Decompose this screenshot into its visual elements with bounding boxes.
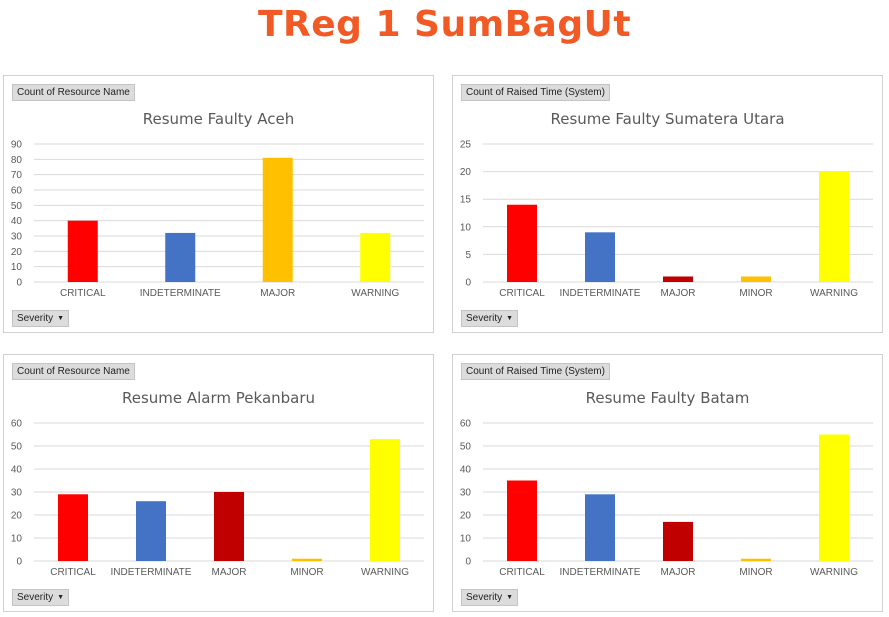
severity-filter-button[interactable]: Severity ▼ — [12, 589, 70, 606]
filter-label: Severity — [466, 592, 503, 603]
bar-major — [663, 521, 693, 561]
y-tick-label: 50 — [460, 442, 472, 453]
chart-panel-aceh: Count of Resource Name Resume Faulty Ace… — [3, 75, 434, 333]
severity-filter-button[interactable]: Severity ▼ — [12, 310, 70, 327]
chart-title: Resume Faulty Batam — [585, 389, 750, 407]
dropdown-arrow-icon: ▼ — [506, 594, 514, 601]
bar-minor — [741, 276, 771, 282]
y-tick-label: 30 — [11, 232, 23, 243]
y-tick-label: 90 — [11, 140, 23, 151]
value-field-button[interactable]: Count of Raised Time (System) — [461, 84, 610, 101]
x-category-label: WARNING — [810, 288, 858, 299]
y-tick-label: 60 — [11, 419, 23, 430]
bar-major — [262, 157, 293, 282]
bar-indeterminate — [585, 232, 615, 282]
bar-indeterminate — [136, 501, 166, 561]
bar-critical — [58, 494, 88, 561]
x-category-label: CRITICAL — [499, 288, 545, 299]
chart-panel-sumatera-utara: Count of Raised Time (System) Resume Fau… — [452, 75, 883, 333]
bar-chart: 0 10 20 30 40 50 60 CRITICAL INDETERMINATE MAJOR M… — [460, 419, 873, 578]
y-tick-label: 60 — [11, 186, 23, 197]
y-tick-label: 0 — [16, 278, 22, 289]
chart-title: Resume Faulty Aceh — [142, 110, 295, 128]
y-tick-label: 20 — [11, 247, 23, 258]
x-category-label: INDETERMINATE — [560, 567, 641, 578]
x-category-label: INDETERMINATE — [140, 288, 221, 299]
bar-critical — [67, 220, 98, 282]
y-tick-label: 10 — [11, 534, 23, 545]
bar-critical — [507, 204, 537, 282]
bar-indeterminate — [165, 232, 196, 282]
severity-filter-button[interactable]: Severity ▼ — [461, 310, 519, 327]
x-category-label: CRITICAL — [499, 567, 545, 578]
chart-title: Resume Alarm Pekanbaru — [121, 389, 316, 407]
y-tick-label: 40 — [11, 216, 23, 227]
bar-critical — [507, 480, 537, 561]
y-tick-label: 60 — [460, 419, 472, 430]
y-tick-label: 0 — [465, 557, 471, 568]
y-tick-label: 70 — [11, 170, 23, 181]
y-tick-label: 15 — [460, 195, 472, 206]
y-tick-label: 0 — [16, 557, 22, 568]
y-tick-label: 20 — [460, 511, 472, 522]
y-tick-label: 80 — [11, 155, 23, 166]
x-category-label: MAJOR — [260, 288, 295, 299]
y-tick-label: 0 — [465, 278, 471, 289]
x-category-label: WARNING — [810, 567, 858, 578]
y-tick-label: 50 — [11, 201, 23, 212]
x-category-label: MAJOR — [661, 288, 696, 299]
filter-label: Severity — [466, 313, 503, 324]
bar-major — [214, 492, 244, 561]
x-category-label: MAJOR — [661, 567, 696, 578]
page-title: TReg 1 SumBagUt — [257, 4, 632, 45]
y-tick-label: 10 — [460, 534, 472, 545]
bar-minor — [292, 558, 322, 561]
x-category-label: MINOR — [739, 567, 772, 578]
bar-minor — [741, 558, 771, 561]
bar-warning — [360, 232, 391, 282]
x-category-label: INDETERMINATE — [560, 288, 641, 299]
chart-title: Resume Faulty Sumatera Utara — [550, 110, 785, 128]
value-field-button[interactable]: Count of Resource Name — [12, 363, 135, 380]
y-tick-label: 10 — [11, 262, 23, 273]
bar-warning — [819, 434, 849, 561]
y-tick-label: 20 — [11, 511, 23, 522]
bar-chart: 0 5 10 15 20 25 CRITICAL INDETERMINATE MAJOR MINO… — [460, 140, 873, 299]
x-category-label: MINOR — [739, 288, 772, 299]
y-tick-label: 40 — [11, 465, 23, 476]
bar-warning — [370, 439, 400, 561]
x-category-label: MINOR — [290, 567, 323, 578]
filter-label: Severity — [17, 313, 54, 324]
x-category-label: WARNING — [351, 288, 399, 299]
y-tick-label: 30 — [460, 488, 472, 499]
bar-warning — [819, 171, 849, 282]
value-field-button[interactable]: Count of Raised Time (System) — [461, 363, 610, 380]
y-tick-label: 20 — [460, 167, 472, 178]
severity-filter-button[interactable]: Severity ▼ — [461, 589, 519, 606]
bar-chart: 0 10 20 30 40 50 60 70 80 90 CRITICAL INDETERMINATE… — [11, 140, 424, 299]
y-tick-label: 40 — [460, 465, 472, 476]
y-tick-label: 30 — [11, 488, 23, 499]
x-category-label: INDETERMINATE — [111, 567, 192, 578]
value-field-button[interactable]: Count of Resource Name — [12, 84, 135, 101]
chart-panel-batam: Count of Raised Time (System) Resume Fau… — [452, 354, 883, 612]
filter-label: Severity — [17, 592, 54, 603]
y-tick-label: 10 — [460, 222, 472, 233]
bar-indeterminate — [585, 494, 615, 561]
y-tick-label: 5 — [465, 250, 471, 261]
dropdown-arrow-icon: ▼ — [506, 315, 514, 322]
dropdown-arrow-icon: ▼ — [57, 315, 65, 322]
x-category-label: MAJOR — [212, 567, 247, 578]
y-tick-label: 25 — [460, 140, 472, 151]
x-category-label: CRITICAL — [60, 288, 106, 299]
bar-major — [663, 276, 693, 282]
x-category-label: CRITICAL — [50, 567, 96, 578]
y-tick-label: 50 — [11, 442, 23, 453]
dropdown-arrow-icon: ▼ — [57, 594, 65, 601]
chart-panel-pekanbaru: Count of Resource Name Resume Alarm Peka… — [3, 354, 434, 612]
bar-chart: 0 10 20 30 40 50 60 CRITICAL INDETERMINATE MAJOR M… — [11, 419, 424, 578]
x-category-label: WARNING — [361, 567, 409, 578]
